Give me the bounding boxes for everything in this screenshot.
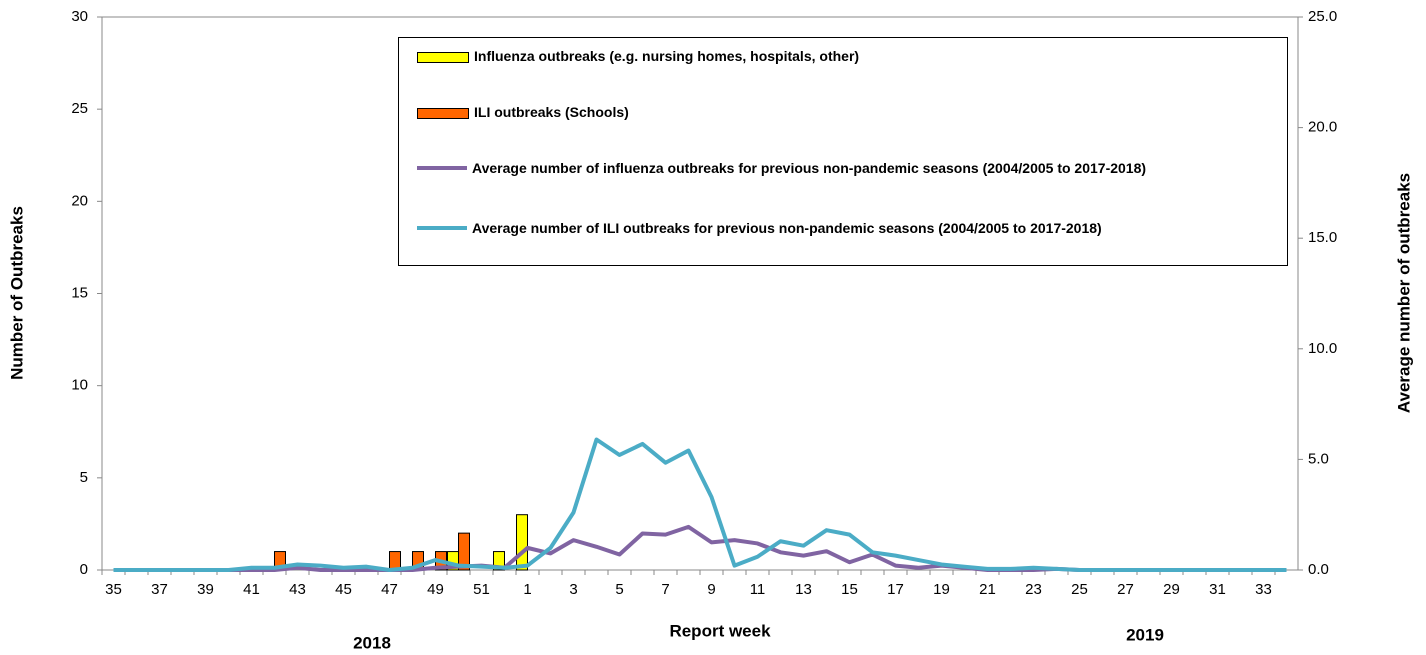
x-tick-label: 27 <box>1117 581 1134 598</box>
x-tick-label: 29 <box>1163 581 1180 598</box>
legend: Influenza outbreaks (e.g. nursing homes,… <box>398 37 1288 266</box>
x-tick-label: 21 <box>979 581 996 598</box>
legend-label: ILI outbreaks (Schools) <box>474 104 629 120</box>
bar <box>458 532 470 571</box>
x-tick-label: 31 <box>1209 581 1226 598</box>
legend-swatch <box>417 166 467 170</box>
legend-label: Average number of influenza outbreaks fo… <box>472 160 1147 176</box>
y-tick-label: 20 <box>71 192 88 209</box>
legend-label: Average number of ILI outbreaks for prev… <box>472 220 1102 236</box>
x-tick-label: 9 <box>707 581 715 598</box>
bar <box>493 551 505 571</box>
y2-tick-label: 20.0 <box>1308 119 1337 136</box>
y-tick-label: 5 <box>80 469 88 486</box>
y-tick-label: 30 <box>71 8 88 25</box>
year-label: 2018 <box>353 633 391 652</box>
x-tick-label: 11 <box>750 581 766 598</box>
y2-tick-label: 25.0 <box>1308 8 1337 25</box>
x-tick-label: 7 <box>661 581 669 598</box>
y2-tick-label: 5.0 <box>1308 450 1329 467</box>
year-label: 2019 <box>1126 625 1164 644</box>
x-tick-label: 15 <box>841 581 858 598</box>
y2-axis-title: Average number of outbreaks <box>1394 173 1413 413</box>
x-tick-label: 19 <box>933 581 950 598</box>
x-tick-label: 41 <box>243 581 260 598</box>
y2-tick-label: 10.0 <box>1308 340 1337 357</box>
x-tick-label: 51 <box>473 581 490 598</box>
y-tick-label: 0 <box>80 561 88 578</box>
line <box>113 524 1287 572</box>
y-tick-label: 10 <box>71 377 88 394</box>
legend-swatch <box>417 226 467 230</box>
x-tick-label: 17 <box>887 581 904 598</box>
x-tick-label: 45 <box>335 581 352 598</box>
x-tick-label: 23 <box>1025 581 1042 598</box>
x-tick-label: 1 <box>523 581 531 598</box>
line <box>113 437 1287 572</box>
y-axis-title: Number of Outbreaks <box>7 206 26 380</box>
legend-swatch <box>417 52 469 63</box>
y-tick-label: 15 <box>71 284 88 301</box>
legend-entry: Influenza outbreaks (e.g. nursing homes,… <box>417 46 1277 66</box>
x-tick-label: 3 <box>569 581 577 598</box>
legend-entry: ILI outbreaks (Schools) <box>417 102 1277 122</box>
x-tick-label: 13 <box>795 581 812 598</box>
legend-label: Influenza outbreaks (e.g. nursing homes,… <box>474 48 860 64</box>
y2-tick-label: 15.0 <box>1308 229 1337 246</box>
x-tick-label: 39 <box>197 581 214 598</box>
x-tick-label: 49 <box>427 581 444 598</box>
x-tick-label: 35 <box>105 581 122 598</box>
x-tick-label: 25 <box>1071 581 1088 598</box>
bar <box>516 514 528 571</box>
x-tick-label: 47 <box>381 581 398 598</box>
x-tick-label: 33 <box>1255 581 1272 598</box>
y2-tick-label: 0.0 <box>1308 561 1329 578</box>
x-axis-title: Report week <box>669 621 771 640</box>
x-tick-label: 5 <box>615 581 623 598</box>
legend-entry: Average number of influenza outbreaks fo… <box>417 158 1277 178</box>
x-tick-label: 37 <box>151 581 168 598</box>
x-tick-label: 43 <box>289 581 306 598</box>
legend-entry: Average number of ILI outbreaks for prev… <box>417 218 1277 238</box>
legend-swatch <box>417 108 469 119</box>
y-tick-label: 25 <box>71 100 88 117</box>
